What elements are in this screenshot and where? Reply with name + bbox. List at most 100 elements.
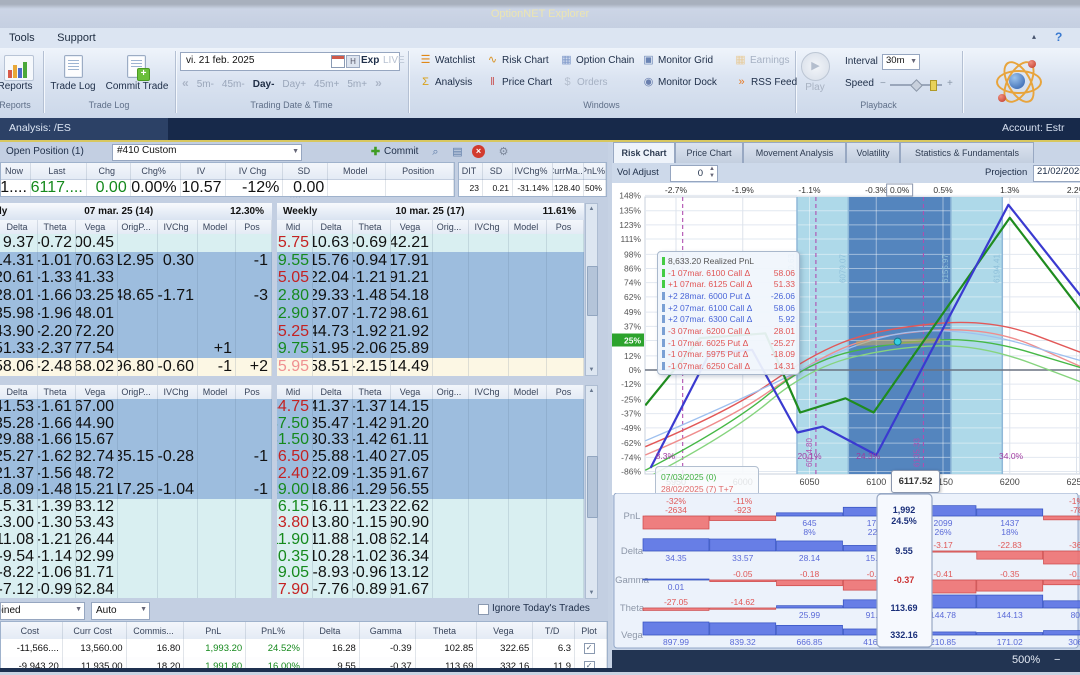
table-row[interactable]: 5.7510.63-0.69242.21 <box>277 234 584 252</box>
play-button[interactable]: ▶ <box>801 52 830 81</box>
grid-export-icon[interactable]: ▤ <box>450 145 465 159</box>
menu-support[interactable]: Support <box>48 29 105 44</box>
projection-date-input[interactable]: 21/02/2025 <box>1033 165 1080 182</box>
table-row[interactable]: 19.00-18.86-1.29356.55 <box>277 482 584 499</box>
auto-select[interactable]: Auto▼ <box>91 602 150 620</box>
time-step-5m-[interactable]: 5m- <box>197 79 214 90</box>
commit-trade-button[interactable]: Commit Trade <box>103 81 171 92</box>
scrollbar[interactable]: ▲▼ <box>585 203 598 376</box>
table-row[interactable]: 13.80-13.80-1.15290.90 <box>277 515 584 532</box>
table-row[interactable]: -35.28-1.66444.90 <box>0 416 272 433</box>
trade-log-button[interactable]: Trade Log <box>42 81 104 92</box>
speed-minus[interactable]: − <box>880 78 886 89</box>
table-row[interactable]: 43.90-2.20472.20 <box>0 323 272 341</box>
gear-icon[interactable]: ⚙ <box>496 145 511 159</box>
time-step-45m-[interactable]: 45m- <box>222 79 245 90</box>
speed-slider[interactable] <box>890 84 942 86</box>
table-row[interactable]: 14.31-1.01270.6312.950.30-1 <box>0 252 272 270</box>
watchlist-button[interactable]: ☰Watchlist <box>419 54 475 70</box>
tab-risk-chart[interactable]: Risk Chart <box>613 142 675 163</box>
table-row[interactable]: -9.54-1.14202.99 <box>0 548 272 565</box>
table-row[interactable]: -7.12-0.99162.84 <box>0 582 272 599</box>
tab-movement-analysis[interactable]: Movement Analysis <box>743 142 846 163</box>
table-row[interactable]: Weekly07 mar. 25 (14)12.30% <box>0 203 272 221</box>
table-row[interactable]: DITSDIVChg%CurrMa...PnL% <box>459 163 606 180</box>
table-row[interactable]: 37.50-35.47-1.42491.20 <box>277 416 584 433</box>
risk-chart[interactable]: 6040.636079.076155.976194.416054.806135.… <box>612 183 1080 495</box>
time-step-5m+[interactable]: 5m+ <box>347 79 367 90</box>
table-row[interactable]: -29.88-1.66415.67 <box>0 432 272 449</box>
menu-tools[interactable]: Tools <box>0 29 44 44</box>
history-icon[interactable]: H <box>346 55 360 68</box>
table-row[interactable]: -21.37-1.56348.72 <box>0 465 272 482</box>
calendar-icon[interactable] <box>331 55 345 68</box>
analysis-button[interactable]: ΣAnalysis <box>419 76 472 92</box>
position-select[interactable]: #410 Custom ▼ <box>112 144 302 161</box>
scrollbar[interactable]: ▲▼ <box>585 385 598 599</box>
search-icon[interactable]: ⌕ <box>428 145 443 159</box>
position-view-select[interactable]: Combined▼ <box>0 602 85 620</box>
table-row[interactable]: -41.53-1.61467.00 <box>0 399 272 416</box>
table-row[interactable]: 7.90-7.76-0.89191.67 <box>277 582 584 599</box>
scroll-thumb[interactable] <box>587 266 598 316</box>
trading-date-input[interactable]: vi. 21 feb. 2025 H Exp LIVE <box>180 52 400 71</box>
time-step-Day-[interactable]: Day- <box>253 79 275 90</box>
table-row[interactable]: 15.0522.04-1.21391.21 <box>277 270 584 288</box>
vol-adjust-spinner[interactable]: 0 ▲▼ <box>670 165 718 182</box>
time-step-45m+[interactable]: 45m+ <box>314 79 339 90</box>
greeks-bar-panel[interactable]: PnL-32%-2634-11%-9236458%177022%209926%1… <box>612 493 1080 650</box>
rss-feed-button[interactable]: »RSS Feed <box>735 76 797 92</box>
table-row[interactable]: 9.37-0.72200.45 <box>0 234 272 252</box>
table-row[interactable]: 11.90-11.88-1.08262.14 <box>277 532 584 549</box>
price-chart-button[interactable]: ‖Price Chart <box>486 76 552 92</box>
table-row[interactable]: 28.01-1.66403.2548.65-1.71-3 <box>0 287 272 305</box>
table-row[interactable]: CostCurr CostCommis...PnLPnL%DeltaGammaT… <box>1 622 607 640</box>
table-row[interactable]: 1....6117....0.000.00%10.57-12%0.00 <box>1 179 454 196</box>
table-row[interactable]: -8.22-1.06181.71 <box>0 565 272 582</box>
table-row[interactable]: 22.8029.33-1.48454.18 <box>277 287 584 305</box>
speed-slider-thumb[interactable] <box>930 80 937 91</box>
tab-volatility[interactable]: Volatility <box>846 142 900 163</box>
table-row[interactable]: 75.9558.51-2.15514.49 <box>277 358 584 376</box>
option-chain-button[interactable]: ▦Option Chain <box>560 54 634 70</box>
analysis-symbol-tab[interactable]: Analysis: /ES <box>0 118 168 140</box>
commit-button[interactable]: Commit <box>384 146 418 157</box>
table-row[interactable]: 58.06-2.48468.0296.80-0.60-1+2 <box>0 358 272 376</box>
table-row[interactable]: 22.40-22.09-1.35391.67 <box>277 465 584 482</box>
table-row[interactable]: MidDeltaThetaVegaOrig...IVChgModelPos <box>277 220 584 235</box>
table-row[interactable]: 10.35-10.28-1.02236.34 <box>277 548 584 565</box>
table-row[interactable]: Weekly10 mar. 25 (17)11.61% <box>277 203 584 221</box>
title-bar[interactable]: OptionNET Explorer <box>0 0 1080 28</box>
step-back-fast[interactable]: « <box>182 76 189 90</box>
table-row[interactable]: 9.05-8.93-0.96213.12 <box>277 565 584 582</box>
tab-price-chart[interactable]: Price Chart <box>675 142 743 163</box>
table-row[interactable]: 35.98-1.96448.01 <box>0 305 272 323</box>
tab-statistics-fundamentals[interactable]: Statistics & Fundamentals <box>900 142 1034 163</box>
help-icon[interactable]: ? <box>1055 30 1062 44</box>
ignore-trades-checkbox[interactable] <box>478 604 489 615</box>
close-position-icon[interactable]: × <box>472 145 485 158</box>
table-row[interactable]: NowLastChgChg%IVIV ChgSDModelPosition <box>1 163 454 180</box>
step-forward-fast[interactable]: » <box>375 76 382 90</box>
scroll-down-icon[interactable]: ▼ <box>586 590 597 596</box>
interval-select[interactable]: 30m ▼ <box>882 54 920 70</box>
table-row[interactable]: 16.15-16.11-1.23322.62 <box>277 499 584 516</box>
table-row[interactable]: 59.7551.95-2.06525.89 <box>277 341 584 359</box>
table-row[interactable]: 31.50-30.33-1.42461.11 <box>277 432 584 449</box>
risk-chart-button[interactable]: ∿Risk Chart <box>486 54 549 70</box>
scroll-up-icon[interactable]: ▲ <box>586 206 597 212</box>
table-row[interactable]: -18.09-1.48315.2117.25-1.04-1 <box>0 482 272 499</box>
scroll-thumb[interactable] <box>587 456 598 518</box>
monitor-dock-button[interactable]: ◉Monitor Dock <box>642 76 717 92</box>
table-row[interactable]: 230.21-31.14%8,128.4024.50% <box>459 179 606 196</box>
scroll-up-icon[interactable]: ▲ <box>586 388 597 394</box>
scroll-down-icon[interactable]: ▼ <box>586 367 597 373</box>
table-row[interactable]: 20.61-1.33341.33 <box>0 270 272 288</box>
table-row[interactable]: MidDeltaThetaVegaOrig...IVChgModelPos <box>277 385 584 400</box>
table-row[interactable]: 26.50-25.88-1.40427.05 <box>277 449 584 466</box>
table-row[interactable]: 9.5515.76-0.94317.91 <box>277 252 584 270</box>
table-row[interactable]: -11.08-1.21226.44 <box>0 532 272 549</box>
table-row[interactable]: 44.75-41.37-1.37514.15 <box>277 399 584 416</box>
table-row[interactable]: DeltaThetaVegaOrigP...IVChgModelPos <box>0 385 272 400</box>
spinner-arrows[interactable]: ▲▼ <box>709 166 715 180</box>
